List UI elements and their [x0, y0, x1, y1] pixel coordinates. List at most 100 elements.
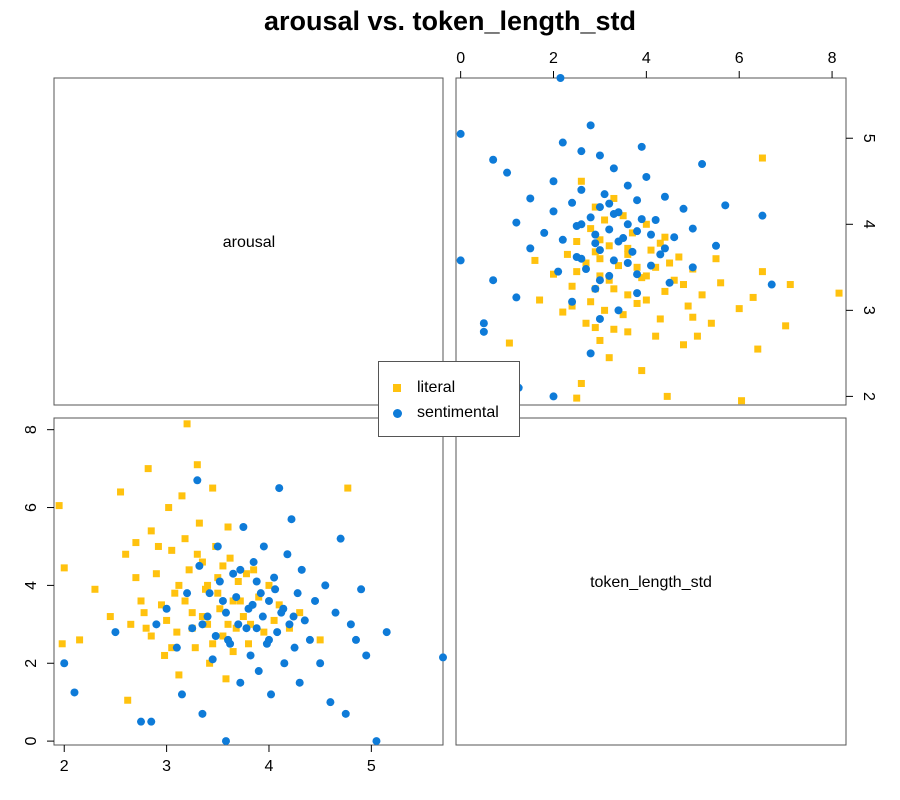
point-sentimental-bl [321, 581, 330, 590]
point-literal-tr [577, 379, 585, 387]
point-sentimental-bl [372, 737, 381, 746]
point-sentimental-bl [111, 628, 120, 637]
point-sentimental-bl [147, 717, 156, 726]
diagonal-label-token-length-std: token_length_std [590, 574, 712, 591]
point-sentimental-bl [297, 565, 306, 574]
point-sentimental-tr [526, 194, 535, 203]
point-literal-bl [132, 539, 140, 547]
point-sentimental-tr [633, 196, 642, 205]
point-sentimental-tr [767, 280, 776, 289]
point-sentimental-tr [698, 160, 707, 169]
point-sentimental-tr [591, 284, 600, 293]
point-literal-tr [536, 296, 544, 304]
point-sentimental-tr [660, 192, 669, 201]
point-literal-bl [175, 671, 183, 679]
top-tick-label: 4 [642, 50, 651, 67]
point-literal-bl [229, 648, 237, 656]
point-literal-bl [122, 550, 130, 558]
point-sentimental-tr [582, 265, 590, 274]
point-sentimental-tr [456, 129, 465, 138]
point-literal-bl [142, 624, 150, 632]
point-literal-bl [183, 420, 191, 428]
point-literal-bl [222, 675, 230, 683]
point-literal-bl [219, 562, 227, 570]
point-sentimental-bl [239, 523, 248, 531]
point-literal-tr [577, 177, 585, 185]
point-literal-bl [270, 616, 278, 624]
point-literal-tr [568, 282, 576, 290]
point-literal-bl [250, 566, 258, 574]
point-sentimental-tr [577, 220, 586, 229]
point-sentimental-bl [198, 620, 207, 629]
point-literal-bl [229, 597, 237, 605]
point-sentimental-bl [280, 659, 289, 668]
point-literal-bl [316, 636, 324, 644]
point-sentimental-bl [439, 653, 447, 662]
point-sentimental-bl [264, 635, 273, 644]
point-sentimental-bl [300, 616, 309, 625]
point-literal-bl [181, 597, 189, 605]
point-sentimental-bl [195, 561, 204, 570]
point-literal-tr [587, 298, 595, 306]
point-literal-tr [661, 287, 669, 295]
point-sentimental-bl [177, 690, 186, 699]
point-sentimental-bl [221, 608, 230, 617]
point-literal-bl [132, 574, 140, 582]
point-literal-bl [154, 542, 162, 550]
point-literal-bl [232, 624, 240, 632]
point-sentimental-bl [215, 577, 224, 586]
point-sentimental-bl [295, 678, 304, 687]
point-literal-tr [619, 212, 627, 220]
point-sentimental-bl [270, 573, 279, 582]
point-literal-bl [209, 484, 217, 492]
point-sentimental-bl [287, 515, 296, 524]
point-literal-bl [55, 502, 63, 510]
point-sentimental-tr [605, 271, 614, 280]
point-sentimental-bl [198, 709, 207, 718]
point-sentimental-tr [605, 225, 614, 234]
point-literal-bl [147, 527, 155, 535]
point-sentimental-tr [623, 181, 632, 190]
point-literal-bl [193, 461, 201, 469]
point-sentimental-bl [252, 577, 261, 586]
point-literal-tr [656, 239, 664, 247]
point-sentimental-tr [600, 190, 609, 199]
point-literal-tr [647, 246, 655, 254]
point-literal-bl [165, 504, 173, 512]
point-literal-tr [559, 308, 567, 316]
point-sentimental-tr [568, 198, 577, 207]
point-sentimental-bl [259, 542, 268, 551]
point-literal-tr [596, 236, 604, 244]
point-sentimental-bl [264, 596, 273, 605]
point-sentimental-tr [633, 227, 642, 236]
point-literal-tr [698, 291, 706, 299]
point-literal-tr [628, 229, 636, 237]
y-tick-label: 4 [23, 581, 40, 590]
point-sentimental-tr [721, 201, 730, 210]
point-literal-bl [204, 581, 212, 589]
point-literal-bl [214, 574, 222, 582]
right-tick-label: 5 [860, 134, 877, 143]
point-sentimental-tr [489, 276, 498, 285]
point-literal-tr [573, 268, 581, 276]
point-sentimental-tr [614, 306, 623, 315]
x-tick-label: 2 [60, 758, 69, 775]
point-literal-tr [591, 324, 599, 332]
point-sentimental-bl [362, 651, 371, 660]
point-literal-tr [624, 328, 632, 336]
y-tick-label: 2 [23, 659, 40, 668]
point-literal-tr [605, 276, 613, 284]
point-sentimental-tr [512, 218, 521, 227]
top-tick-label: 2 [549, 50, 558, 67]
point-sentimental-tr [688, 224, 697, 233]
point-sentimental-tr [619, 234, 628, 243]
point-sentimental-bl [188, 624, 197, 633]
point-sentimental-bl [242, 624, 251, 633]
point-literal-bl [224, 620, 232, 628]
point-literal-tr [531, 256, 539, 264]
point-sentimental-bl [254, 667, 263, 676]
point-sentimental-bl [193, 476, 202, 485]
point-literal-bl [171, 589, 179, 597]
point-sentimental-tr [591, 230, 600, 239]
point-literal-bl [60, 564, 68, 572]
